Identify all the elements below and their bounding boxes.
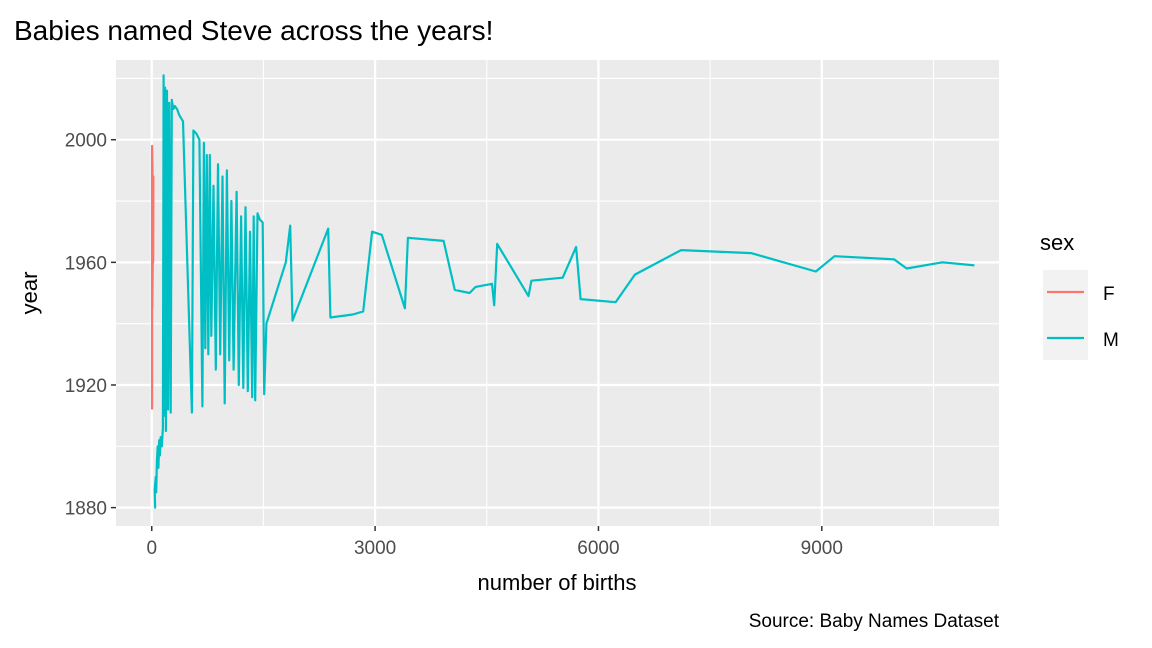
x-tick-label: 6000	[577, 538, 619, 559]
series-layer	[151, 74, 975, 509]
y-axis: 1880 1920 1960 2000	[65, 131, 116, 520]
y-tick-label: 1920	[65, 376, 107, 397]
legend-label-m: M	[1103, 330, 1119, 351]
legend-title: sex	[1040, 230, 1074, 255]
x-tick-label: 0	[146, 538, 157, 559]
series-line-f	[151, 144, 155, 410]
x-axis-label: number of births	[478, 570, 637, 595]
x-tick-label: 3000	[354, 538, 396, 559]
x-tick-label: 9000	[801, 538, 843, 559]
x-axis: 0 3000 6000 9000	[146, 526, 843, 559]
chart-title: Babies named Steve across the years!	[14, 15, 493, 46]
y-tick-label: 2000	[65, 131, 107, 152]
y-tick-label: 1880	[65, 499, 107, 520]
legend: sex F M	[1040, 230, 1119, 360]
y-tick-label: 1960	[65, 253, 107, 274]
y-axis-label: year	[17, 272, 42, 315]
chart-caption: Source: Baby Names Dataset	[749, 611, 1000, 632]
series-line-m	[153, 74, 975, 509]
legend-label-f: F	[1103, 284, 1115, 305]
grid-minor	[116, 60, 999, 526]
